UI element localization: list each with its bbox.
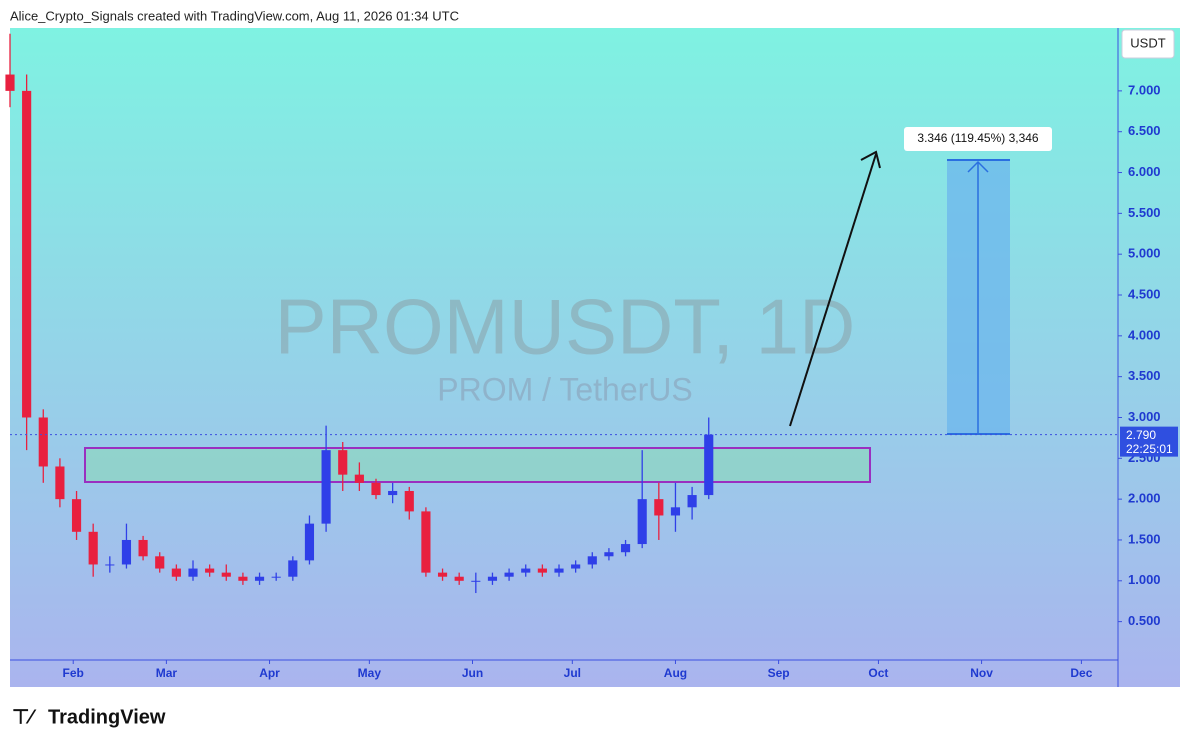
candle-body (521, 568, 531, 573)
y-tick-label: 4.000 (1128, 327, 1161, 342)
y-tick-label: 1.500 (1128, 531, 1161, 546)
candle-body (22, 90, 32, 418)
candle-body (171, 568, 181, 577)
candle-body (620, 544, 631, 553)
countdown: 22:25:01 (1126, 442, 1173, 456)
x-tick-label: Oct (868, 666, 888, 680)
candle-body (221, 572, 231, 577)
candle-body (571, 564, 581, 569)
candle-body (304, 523, 315, 561)
y-tick-label: 3.000 (1128, 409, 1161, 424)
y-tick-label: 7.000 (1128, 82, 1161, 97)
last-price-label: 2.790 (1126, 428, 1156, 442)
candle-body (604, 552, 614, 557)
candle-body (188, 568, 198, 577)
candle-body (437, 572, 448, 577)
candle-body (55, 466, 65, 500)
x-tick-label: May (358, 666, 382, 680)
candle-body (205, 568, 215, 573)
x-tick-label: Mar (156, 666, 178, 680)
y-tick-label: 4.500 (1128, 286, 1161, 301)
candle-body (138, 539, 148, 557)
candle-body (354, 474, 364, 483)
x-tick-label: Dec (1070, 666, 1092, 680)
candles (5, 33, 714, 594)
candle-body (654, 499, 664, 516)
trend-arrowhead (860, 150, 881, 169)
candle-body (338, 450, 348, 475)
candle-body (587, 556, 597, 565)
candle-body (471, 580, 481, 582)
candle-body (504, 572, 514, 577)
watermark-title: PROMUSDT, 1D (275, 283, 856, 371)
candle-body (288, 560, 298, 577)
trend-arrow (789, 153, 877, 427)
x-tick-label: Jun (462, 666, 483, 680)
watermark-subtitle: PROM / TetherUS (437, 371, 692, 407)
footer-logo: TradingView (48, 706, 166, 728)
currency: USDT (1130, 35, 1165, 50)
candle-body (5, 74, 15, 91)
candle-body (487, 576, 498, 581)
footer-logo-icon: ⊤⁄ (12, 706, 37, 728)
x-tick-label: Sep (768, 666, 790, 680)
candle-body (704, 434, 714, 496)
zone-box (84, 447, 871, 483)
candle-body (88, 531, 98, 565)
candle-body (537, 568, 547, 573)
candle-body (687, 495, 697, 508)
candle-body (271, 576, 281, 578)
measure-label-box (904, 127, 1052, 151)
candle-body (155, 556, 165, 569)
candle-body (238, 576, 248, 581)
header: Alice_Crypto_Signals created with Tradin… (10, 8, 459, 23)
footer-bg (0, 690, 1200, 747)
y-tick-label: 6.000 (1128, 164, 1161, 179)
candle-body (371, 482, 381, 496)
candle-body (554, 568, 564, 573)
candle-body (388, 490, 398, 496)
candle-body (105, 564, 115, 566)
x-tick-label: Aug (664, 666, 687, 680)
y-tick-label: 2.000 (1128, 491, 1161, 506)
candle-body (121, 539, 132, 565)
candle-body (254, 576, 265, 581)
x-tick-label: Feb (63, 666, 84, 680)
candle-body (404, 490, 414, 512)
last-price-tag (1120, 426, 1178, 457)
candle-body (637, 499, 647, 545)
currency-box[interactable] (1121, 29, 1175, 59)
y-tick-label: 0.500 (1128, 613, 1161, 628)
y-tick-label: 1.000 (1128, 572, 1161, 587)
y-tick-label: 6.500 (1128, 123, 1161, 138)
x-tick-label: Jul (564, 666, 581, 680)
y-tick-label: 5.500 (1128, 205, 1161, 220)
candle-body (71, 499, 82, 532)
x-tick-label: Apr (259, 666, 280, 680)
candle-body (38, 417, 48, 467)
y-tick-label: 5.000 (1128, 246, 1161, 261)
measure-label: 3.346 (119.45%) 3,346 (917, 131, 1039, 145)
y-tick-label: 3.500 (1128, 368, 1161, 383)
x-tick-label: Nov (970, 666, 993, 680)
axes: 0.5001.0001.5002.0002.5003.0003.5004.000… (10, 82, 1178, 680)
candle-body (421, 511, 431, 573)
candle-body (670, 507, 681, 516)
measure-arrowhead (967, 160, 989, 173)
candle-body (321, 450, 331, 524)
candle-body (454, 576, 464, 581)
